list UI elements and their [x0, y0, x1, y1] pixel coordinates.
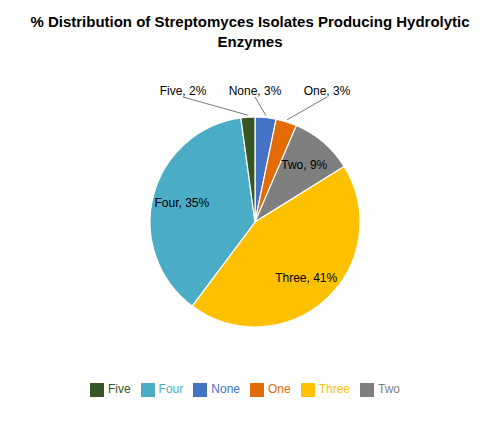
svg-text:One, 3%: One, 3%: [304, 84, 351, 98]
html-text:Two: Two: [378, 382, 400, 397]
svg-text:Two, 9%: Two, 9%: [281, 158, 327, 172]
html-text:None: None: [211, 382, 240, 397]
svg-text:Five, 2%: Five, 2%: [160, 84, 207, 98]
svg-text:Four, 35%: Four, 35%: [154, 196, 209, 210]
svg-text:Three, 41%: Three, 41%: [275, 271, 337, 285]
svg-text:None, 3%: None, 3%: [229, 84, 282, 98]
html-text:Four: Four: [158, 382, 184, 397]
html-text:One: One: [268, 382, 291, 397]
html-text:Five: Five: [107, 382, 131, 397]
html-text:Three: Three: [318, 382, 350, 397]
html-text:% Distribution of Streptomyces: % Distribution of Streptomyces Isolates …: [30, 13, 470, 50]
